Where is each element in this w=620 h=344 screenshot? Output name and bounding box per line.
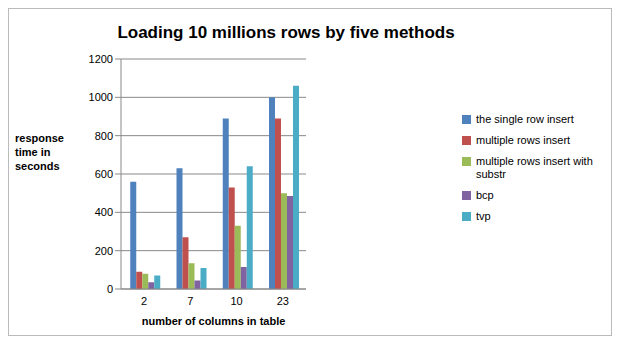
svg-text:2: 2: [141, 295, 147, 307]
html-text:tvp: tvp: [476, 210, 491, 222]
svg-text:600: 600: [95, 168, 113, 180]
svg-text:7: 7: [187, 295, 193, 307]
html-text:multiple rows insert: multiple rows insert: [476, 134, 571, 146]
svg-text:0: 0: [107, 283, 113, 295]
svg-text:number of columns in table: number of columns in table: [142, 315, 286, 327]
svg-text:1000: 1000: [89, 91, 113, 103]
html-text:multiple rows insert with subs: multiple rows insert with substr: [476, 155, 593, 180]
html-text:response time in seconds: response time in seconds: [15, 132, 64, 172]
svg-text:400: 400: [95, 206, 113, 218]
html-text:Loading 10 millions rows by fi: Loading 10 millions rows by five methods: [117, 23, 455, 42]
svg-text:800: 800: [95, 130, 113, 142]
svg-text:200: 200: [95, 245, 113, 257]
svg-text:10: 10: [231, 295, 243, 307]
svg-text:1200: 1200: [89, 53, 113, 65]
svg-text:23: 23: [277, 295, 289, 307]
html-text:the single row insert: the single row insert: [476, 113, 574, 125]
html-text:bcp: bcp: [476, 189, 494, 201]
